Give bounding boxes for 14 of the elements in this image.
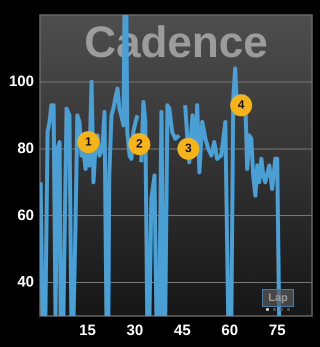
x-tick-label: 15 — [79, 322, 96, 340]
x-tick-label: 30 — [126, 322, 144, 340]
annotation: 2 — [136, 136, 143, 150]
x-tick-label: 60 — [221, 322, 238, 340]
x-tick-label: 75 — [268, 322, 286, 340]
y-tick-label: 100 — [8, 73, 34, 90]
annotation: 3 — [184, 141, 192, 156]
x-tick-label: 45 — [174, 322, 191, 340]
annotation: 1 — [85, 134, 92, 148]
y-tick-label: 60 — [17, 206, 34, 224]
y-tick-label: 80 — [17, 140, 34, 157]
lap-button: Lap — [262, 289, 294, 307]
annotation: 4 — [238, 98, 245, 112]
y-tick-label: 40 — [17, 274, 34, 291]
